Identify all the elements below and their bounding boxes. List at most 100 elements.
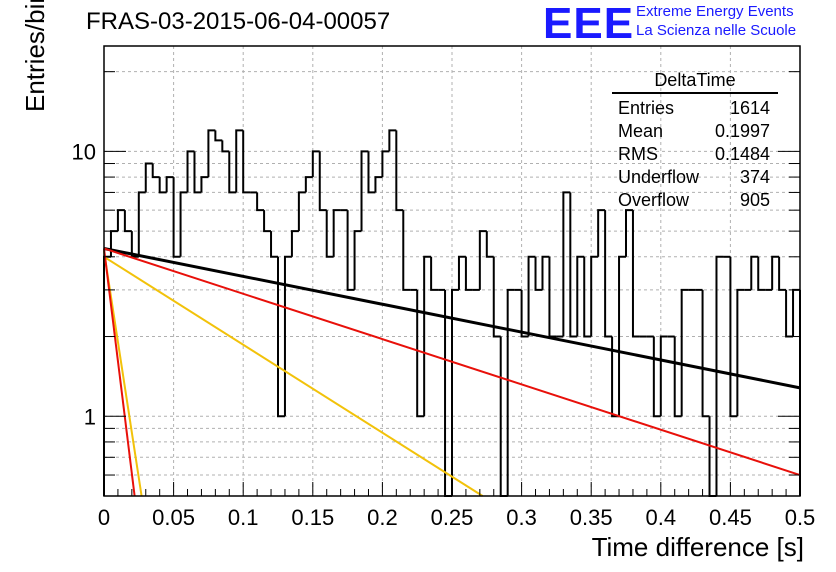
histogram-bin [548,256,557,338]
histogram-bin [736,288,745,417]
y-axis-label: Entries/bin [20,0,50,112]
histogram-bin [618,255,626,417]
histogram-bin [701,289,710,418]
histogram-bin [631,210,640,338]
histogram-bin [534,256,543,291]
x-tick-label: 0 [98,505,110,530]
histogram-bin [715,255,724,496]
histogram-bin [541,255,550,290]
chart-title: FRAS-03-2015-06-04-00057 [86,8,391,35]
histogram-bin [520,289,529,338]
histogram-bin [228,151,237,194]
histogram-bin [416,289,425,418]
histogram-bin [583,256,592,338]
stats-row-rms: RMS 0.1484 [612,143,778,166]
x-tick-label: 0.2 [367,505,398,530]
x-tick-label: 0.25 [431,505,474,530]
x-tick-label: 0.4 [646,505,677,530]
histogram-bin [193,151,202,194]
stats-row-entries: Entries 1614 [612,97,778,120]
histogram-bin [367,151,376,194]
histogram-bin [360,150,369,232]
stats-row-overflow: Overflow 905 [612,189,778,212]
histogram-bin [562,191,571,337]
histogram-bin [792,288,800,337]
y-tick-label: 10 [72,139,96,164]
histogram-bin [597,209,606,257]
histogram-bin [729,256,738,418]
y-tick-label: 1 [84,404,96,429]
histogram-bin [604,210,613,338]
histogram-bin [242,130,251,194]
x-tick-label: 0.15 [291,505,334,530]
x-tick-label: 0.1 [228,505,259,530]
histogram-bin [527,255,536,337]
histogram-bin [304,176,313,193]
histogram-bin [652,336,661,418]
histogram-bin [757,256,766,291]
x-tick-label: 0.35 [570,505,613,530]
histogram-bin [200,176,209,193]
histogram-bin [235,129,244,193]
histogram-bin [137,191,146,257]
fit-lines [103,247,801,497]
stats-row-mean: Mean 0.1997 [612,120,778,143]
histogram-bin [464,256,473,291]
stats-value: 1614 [729,98,770,118]
histogram-bin [158,177,167,194]
fit-line [103,255,484,497]
histogram-bin [277,256,285,418]
stats-box-name: DeltaTime [612,70,778,94]
histogram-bin [263,210,272,233]
histogram-bin [395,130,404,212]
logo-subtitle-2: La Scienza nelle Scuole [636,22,797,39]
histogram-bin [590,255,599,337]
histogram-bin [123,210,132,233]
histogram-bin [659,335,668,417]
x-axis-label: Time difference [s] [591,532,804,562]
stats-box: DeltaTime Entries 1614 Mean 0.1997 RMS 0… [612,70,778,212]
histogram-bin [771,255,780,290]
histogram-bin [680,288,689,417]
histogram-bin [325,210,334,258]
histogram-bin [625,209,633,257]
histogram-bin [506,288,515,496]
axis-tick-labels: 0 0.05 0.1 0.15 0.2 0.25 0.3 0.35 0.4 0.45 0.5 1 10 [72,139,816,530]
histogram-bin [576,255,585,337]
fit-line [103,248,136,497]
histogram-bin [402,210,411,291]
logo-subtitle-1: Extreme Energy Events [636,3,794,20]
histogram-bin [144,162,153,193]
histogram-bin [283,255,292,417]
stats-value: 905 [739,190,770,210]
fit-line [103,247,801,390]
stats-label: Entries [618,98,675,118]
histogram-bin [318,151,327,212]
histogram-bin [444,289,452,497]
histogram-bin [569,192,578,338]
x-tick-label: 0.3 [506,505,537,530]
histogram-bin [388,129,397,152]
histogram-bin [492,256,501,338]
histogram-bin [381,150,390,178]
stats-value: 0.1484 [714,144,770,164]
histogram-bin [673,336,682,418]
histogram-bin [332,209,341,257]
stats-value: 0.1997 [714,121,770,141]
histogram-bin [151,163,160,179]
stats-label: RMS [618,144,658,164]
stats-label: Mean [618,121,664,141]
histogram-bin [451,288,459,496]
histogram-bin [346,210,355,291]
histogram-bin [750,255,759,290]
histogram-bin [457,255,466,290]
x-tick-label: 0.05 [152,505,195,530]
histogram-bin [116,209,125,232]
histogram-bin [353,230,362,290]
histogram-bin [611,336,620,418]
stats-label: Overflow [618,190,690,210]
histogram-bin [785,289,794,338]
histogram-bin [165,176,174,193]
histogram-bin [311,150,320,178]
